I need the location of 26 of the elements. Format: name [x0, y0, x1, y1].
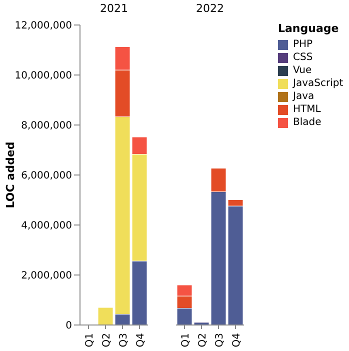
- x-tick-label: Q2: [102, 333, 112, 348]
- legend-label: PHP: [293, 39, 313, 50]
- y-tick-label: 10,000,000: [14, 70, 72, 82]
- y-tick-label: 0: [66, 320, 72, 332]
- x-tick-label: Q1: [84, 333, 96, 348]
- y-axis-title: LOC added: [4, 142, 17, 208]
- y-tick-label: 4,000,000: [21, 220, 72, 232]
- x-tick-label: Q2: [198, 333, 208, 348]
- x-tick-label: Q1: [180, 333, 192, 348]
- x-tick-label: Q3: [214, 333, 226, 348]
- y-tick-label: 12,000,000: [14, 20, 72, 32]
- y-tick-label: 2,000,000: [21, 270, 72, 282]
- y-tick-label: 8,000,000: [21, 120, 72, 132]
- y-tick-label: 6,000,000: [21, 170, 72, 182]
- x-tick-label: Q4: [136, 333, 146, 348]
- x-tick-label: Q3: [118, 333, 130, 348]
- legend-label: Blade: [293, 117, 322, 128]
- legend-label: Java: [293, 91, 314, 102]
- legend-title: Language: [278, 22, 340, 35]
- legend-label: JavaScript: [293, 78, 344, 89]
- legend-label: HTML: [293, 104, 321, 115]
- x-tick-label: Q4: [232, 333, 242, 348]
- legend-label: Vue: [293, 65, 312, 76]
- chart-title: 2022: [195, 2, 225, 15]
- legend-label: CSS: [293, 52, 313, 63]
- chart-title: 2021: [99, 2, 129, 15]
